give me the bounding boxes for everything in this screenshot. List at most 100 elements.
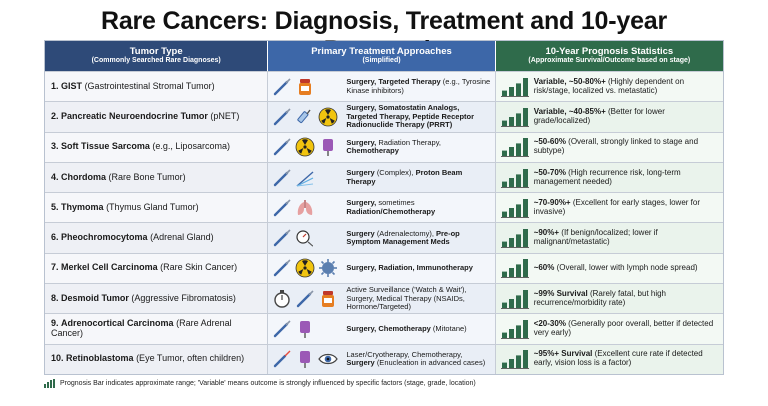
radiation-icon xyxy=(295,258,315,278)
tumor-name: Merkel Cell Carcinoma xyxy=(61,262,158,273)
prognosis-bar-1 xyxy=(501,241,507,248)
prognosis-text: ~60% (Overall, lower with lymph node spr… xyxy=(533,262,698,272)
tumor-number: 4. xyxy=(51,171,59,182)
footnote-text: Prognosis Bar indicates approximate rang… xyxy=(60,379,476,387)
tumor-name: Thymoma xyxy=(61,201,104,212)
prognosis-bar-4 xyxy=(522,289,528,308)
scalpel-icon xyxy=(272,137,292,157)
prognosis-bar-2 xyxy=(508,329,514,339)
immune-cell-icon xyxy=(318,258,338,278)
prognosis-text: ~70-90%+ (Excellent for early stages, lo… xyxy=(533,197,701,216)
tumor-type-cell: 2. Pancreatic Neuroendocrine Tumor (pNET… xyxy=(45,102,269,132)
header-treatment-sub: (Simplified) xyxy=(362,57,401,65)
iv-bag-icon xyxy=(295,349,315,369)
prognosis-bar-1 xyxy=(501,332,507,339)
prognosis-text: ~50-60% (Overall, strongly linked to sta… xyxy=(533,137,699,156)
pill-bottle-icon xyxy=(295,77,315,97)
tumor-detail: (Eye Tumor, often children) xyxy=(136,353,245,364)
blood-pressure-icon xyxy=(295,228,315,248)
tumor-detail: (Gastrointestinal Stromal Tumor) xyxy=(84,80,215,91)
prognosis-cell: ~99% Survival (Rarely fatal, but high re… xyxy=(495,284,723,314)
prognosis-text: ~99% Survival (Rarely fatal, but high re… xyxy=(533,288,667,307)
tumor-type-cell: 9. Adrenocortical Carcinoma (Rare Adrena… xyxy=(45,314,269,344)
table-row: 3. Soft Tissue Sarcoma (e.g., Liposarcom… xyxy=(45,131,723,162)
prognosis-cell: <20-30% (Generally poor overall, better … xyxy=(495,314,723,344)
prognosis-text: ~90%+ (If benign/localized; lower if mal… xyxy=(533,228,658,247)
tumor-name: Desmoid Tumor xyxy=(61,292,129,303)
prognosis-bar-chart xyxy=(500,229,529,249)
prognosis-cell: Variable, ~40-85%+ (Better for lower gra… xyxy=(495,102,723,132)
prognosis-bar-1 xyxy=(501,181,507,187)
treatment-text: Surgery, Chemotherapy (Mitotane) xyxy=(346,323,467,333)
prognosis-text: ~50-70% (High recurrence risk, long-term… xyxy=(533,167,681,186)
prognosis-bar-2 xyxy=(508,116,514,126)
tumor-name: Pheochromocytoma xyxy=(61,232,148,243)
prognosis-bar-chart xyxy=(500,259,529,279)
tumor-number: 10. xyxy=(51,353,64,364)
prognosis-bar-4 xyxy=(522,229,528,248)
treatment-cell: Surgery, Somatostatin Analogs, Targeted … xyxy=(268,102,496,132)
treatment-text: Surgery, Targeted Therapy (e.g., Tyrosin… xyxy=(346,77,491,95)
tumor-name: GIST xyxy=(61,80,83,91)
tumor-type-cell: 3. Soft Tissue Sarcoma (e.g., Liposarcom… xyxy=(45,132,269,162)
tumor-type-cell: 8. Desmoid Tumor (Aggressive Fibromatosi… xyxy=(45,284,269,314)
tumor-number: 1. xyxy=(51,80,59,91)
prognosis-bar-3 xyxy=(515,295,521,308)
table-row: 8. Desmoid Tumor (Aggressive Fibromatosi… xyxy=(45,283,723,314)
cancer-table: Tumor Type (Commonly Searched Rare Diagn… xyxy=(44,40,724,375)
prognosis-bar-4 xyxy=(522,138,528,157)
prognosis-bar-chart xyxy=(500,138,529,158)
prognosis-text: Variable, ~50-80%+ (Highly dependent on … xyxy=(533,76,685,95)
prognosis-bar-3 xyxy=(515,234,521,248)
tumor-number: 8. xyxy=(51,292,59,303)
prognosis-bar-4 xyxy=(522,168,528,187)
laser-icon xyxy=(272,349,292,369)
header-prognosis-sub: (Approximate Survival/Outcome based on s… xyxy=(528,57,691,65)
table-row: 5. Thymoma (Thymus Gland Tumor) Surgery, … xyxy=(45,192,723,223)
scalpel-icon xyxy=(272,198,292,218)
table-row: 2. Pancreatic Neuroendocrine Tumor (pNET… xyxy=(45,101,723,132)
tumor-detail: (pNET) xyxy=(210,111,240,121)
prognosis-bar-4 xyxy=(522,77,528,96)
table-row: 4. Chordoma (Rare Bone Tumor) Surgery (Co… xyxy=(45,161,723,193)
stopwatch-icon xyxy=(272,289,292,309)
prognosis-bar-1 xyxy=(501,120,507,126)
tumor-type-cell: 10. Retinoblastoma (Eye Tumor, often chi… xyxy=(45,344,269,374)
tumor-number: 9. xyxy=(51,318,59,329)
prognosis-bar-1 xyxy=(501,362,507,369)
treatment-text: Surgery, Somatostatin Analogs, Targeted … xyxy=(346,103,475,130)
prognosis-cell: ~70-90%+ (Excellent for early stages, lo… xyxy=(495,193,723,223)
treatment-text: Active Surveillance ('Watch & Wait'), Su… xyxy=(346,285,467,311)
tumor-number: 3. xyxy=(51,141,59,152)
footnote: Prognosis Bar indicates approximate rang… xyxy=(44,375,724,388)
prognosis-bar-2 xyxy=(508,359,514,369)
tumor-type-cell: 5. Thymoma (Thymus Gland Tumor) xyxy=(45,193,269,223)
table-row: 6. Pheochromocytoma (Adrenal Gland) Surge… xyxy=(45,222,723,253)
tumor-type-cell: 6. Pheochromocytoma (Adrenal Gland) xyxy=(45,223,269,253)
treatment-cell: Surgery, Targeted Therapy (e.g., Tyrosin… xyxy=(268,72,496,102)
treatment-text: Surgery (Adrenalectomy), Pre-op Symptom … xyxy=(346,228,460,247)
bar-chart-icon xyxy=(44,378,55,388)
prognosis-bar-2 xyxy=(508,177,514,187)
header-tumor-type-label: Tumor Type xyxy=(129,45,183,57)
scalpel-icon xyxy=(272,107,292,127)
prognosis-bar-2 xyxy=(508,147,514,157)
table-header: Tumor Type (Commonly Searched Rare Diagn… xyxy=(45,41,723,71)
prognosis-text: ~95%+ Survival (Excellent cure rate if d… xyxy=(533,349,703,368)
syringe-icon xyxy=(295,107,315,127)
table-row: 7. Merkel Cell Carcinoma (Rare Skin Canc… xyxy=(45,252,723,284)
header-tumor-type-sub: (Commonly Searched Rare Diagnoses) xyxy=(91,57,221,65)
treatment-cell: Surgery (Adrenalectomy), Pre-op Symptom … xyxy=(268,223,496,253)
scalpel-icon xyxy=(272,319,292,339)
table-row: 9. Adrenocortical Carcinoma (Rare Adrena… xyxy=(45,313,723,344)
tumor-type-cell: 4. Chordoma (Rare Bone Tumor) xyxy=(45,162,269,193)
prognosis-cell: ~90%+ (If benign/localized; lower if mal… xyxy=(495,223,723,253)
prognosis-bar-3 xyxy=(515,264,521,278)
lungs-icon xyxy=(295,198,315,218)
treatment-text: Surgery (Complex), Proton Beam Therapy xyxy=(346,168,463,186)
prognosis-bar-2 xyxy=(508,207,514,217)
treatment-cell: Surgery, sometimes Radiation/Chemotherap… xyxy=(268,193,496,223)
treatment-cell: Surgery, Radiation, Immunotherapy xyxy=(268,253,496,284)
treatment-text: Surgery, Radiation Therapy, Chemotherapy xyxy=(346,137,442,156)
table-row: 1. GIST (Gastrointestinal Stromal Tumor)… xyxy=(45,71,723,102)
